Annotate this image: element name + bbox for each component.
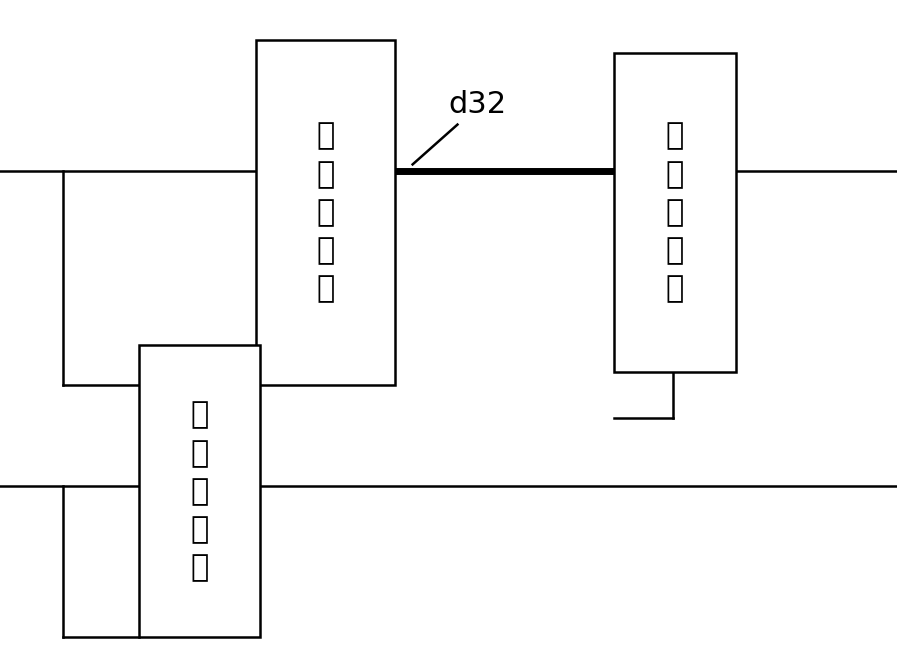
Text: 第
一
寄
存
器: 第 一 寄 存 器 bbox=[190, 400, 209, 582]
Bar bbox=[139, 345, 260, 637]
Bar bbox=[256, 40, 395, 385]
Text: d32: d32 bbox=[448, 90, 507, 119]
Text: 第
二
寄
存
器: 第 二 寄 存 器 bbox=[666, 122, 684, 303]
Bar bbox=[614, 53, 736, 372]
Text: 第
三
寄
存
器: 第 三 寄 存 器 bbox=[316, 122, 335, 303]
